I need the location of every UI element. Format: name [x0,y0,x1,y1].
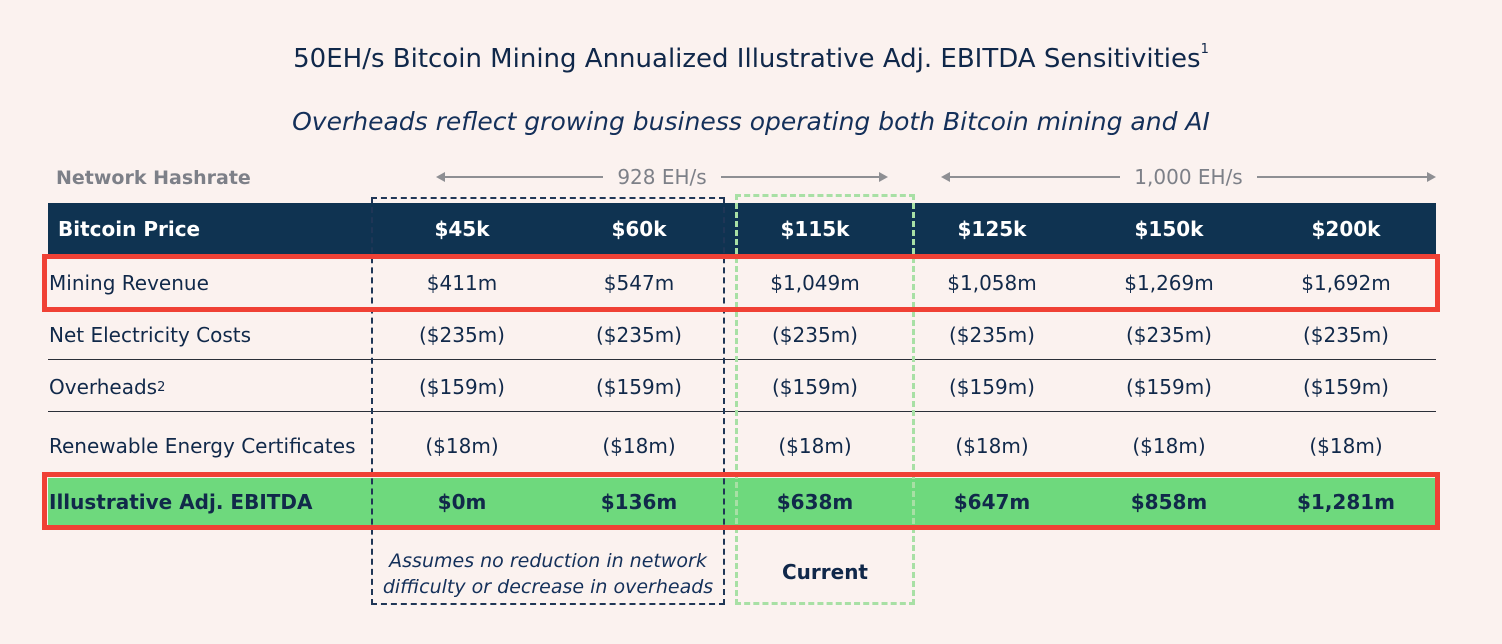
table-cell: ($18m) [602,434,676,458]
column-header: $200k [1311,216,1381,241]
table-cell: ($159m) [1303,375,1389,399]
ebitda-highlight [42,472,1440,530]
table-cell: ($235m) [772,323,858,347]
arrow-right-icon [879,172,888,182]
row-label: Overheads 2 [49,362,369,412]
mining-revenue-highlight [42,254,1440,312]
current-dashed-box [735,194,915,605]
column-header: $125k [957,216,1027,241]
table-cell: ($235m) [949,323,1035,347]
table-cell: ($159m) [949,375,1035,399]
table-cell: ($18m) [1132,434,1206,458]
ebitda-row-highlight [48,478,1436,525]
arrow-line [1256,176,1428,178]
assumption-dashed-box [371,197,725,605]
title-footnote: 1 [1200,42,1209,57]
table-cell: $1,281m [1296,489,1396,514]
column-header: $115k [780,216,850,241]
table-cell: ($235m) [419,323,505,347]
hashrate-group-928: 928 EH/s [436,164,888,190]
row-divider [48,411,1436,412]
column-header: $150k [1134,216,1204,241]
table-cell: ($235m) [1303,323,1389,347]
row-label: Illustrative Adj. EBITDA [49,478,369,525]
arrow-line [720,176,879,178]
table-cell: $136m [600,489,678,514]
row-label: Net Electricity Costs [49,310,369,360]
page-subtitle: Overheads reflect growing business opera… [292,107,1210,136]
hashrate-group-1000: 1,000 EH/s [941,164,1437,190]
hashrate-group-label: 1,000 EH/s [1134,165,1243,189]
table-cell: ($235m) [596,323,682,347]
table-cell: $1,692m [1301,271,1391,295]
table-cell: $1,049m [770,271,860,295]
table-cell: $0m [437,489,487,514]
row-label-footnote: 2 [157,379,166,395]
table-cell: $411m [426,271,498,295]
row-label-text: Illustrative Adj. EBITDA [49,489,313,514]
arrow-left-icon [436,172,445,182]
row-label-text: Mining Revenue [49,271,209,295]
column-header: $60k [611,216,667,241]
assumption-note-line: Assumes no reduction in network [389,550,707,572]
table-cell: $638m [776,489,854,514]
page-title: 50EH/s Bitcoin Mining Annualized Illustr… [0,42,1502,74]
column-header: $45k [434,216,490,241]
row-divider [48,359,1436,360]
table-cell: $547m [603,271,675,295]
title-text: 50EH/s Bitcoin Mining Annualized Illustr… [293,44,1201,74]
hashrate-group-label: 928 EH/s [617,165,707,189]
current-label: Current [781,560,868,584]
table-cell: ($18m) [778,434,852,458]
table-cell: $1,058m [947,271,1037,295]
table-cell: ($159m) [772,375,858,399]
table-cell: $858m [1130,489,1208,514]
assumption-note: Assumes no reduction in network difficul… [374,548,722,600]
table-cell: ($159m) [596,375,682,399]
arrow-right-icon [1427,172,1437,182]
row-label-text: Overheads [49,375,158,399]
row-label: Renewable Energy Certificates [49,418,369,474]
header-label: Bitcoin Price [58,216,201,241]
network-hashrate-label: Network Hashrate [56,167,251,189]
table-cell: ($18m) [425,434,499,458]
table-cell: $647m [953,489,1031,514]
row-label-text: Renewable Energy Certificates [49,434,356,458]
table-cell: ($159m) [419,375,505,399]
arrow-left-icon [941,172,950,182]
table-cell: ($235m) [1126,323,1212,347]
table-cell: ($159m) [1126,375,1212,399]
assumption-note-line: difficulty or decrease in overheads [382,576,714,598]
table-cell: ($18m) [955,434,1029,458]
arrow-line [445,176,604,178]
table-cell: ($18m) [1309,434,1383,458]
row-label-text: Net Electricity Costs [49,323,252,347]
table-cell: $1,269m [1124,271,1214,295]
row-label: Mining Revenue [49,258,369,308]
table-header-bar [48,203,1436,254]
arrow-line [950,176,1121,178]
